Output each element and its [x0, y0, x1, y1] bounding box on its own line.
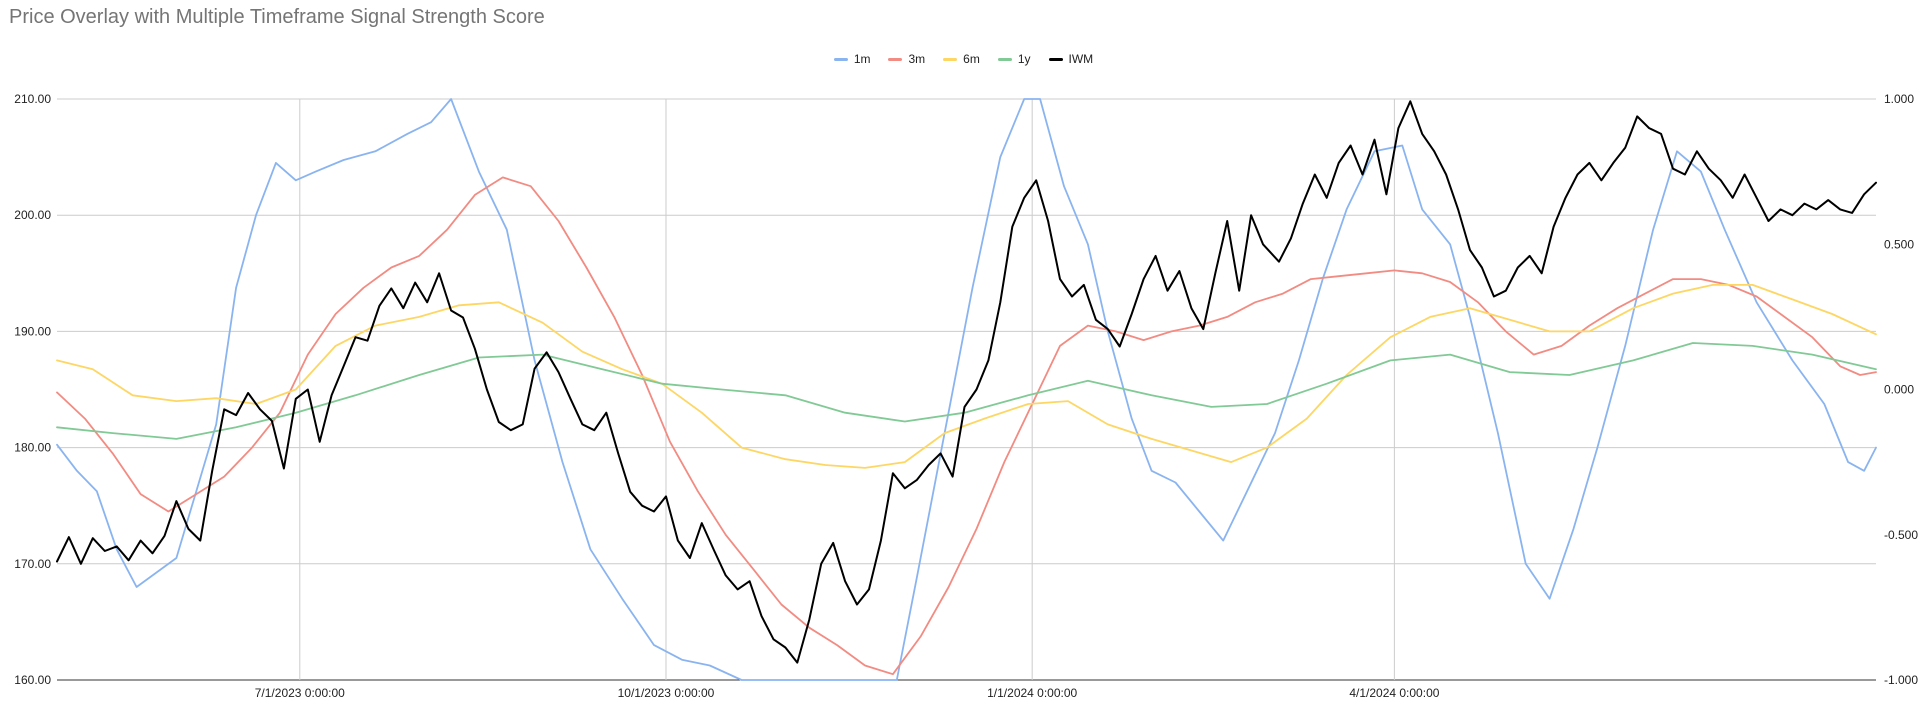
- y-right-tick-label: -1.000: [1884, 673, 1918, 687]
- legend-item-iwm[interactable]: IWM: [1048, 52, 1094, 66]
- series-line-6m: [56, 283, 1877, 469]
- legend-swatch-iwm: [1048, 57, 1063, 61]
- y-left-tick-label: 170.00: [14, 557, 51, 571]
- y-right-tick-label: -0.500: [1884, 528, 1918, 542]
- legend-label-3m: 3m: [908, 52, 926, 66]
- legend-label-6m: 6m: [963, 52, 980, 66]
- y-left-tick-label: 200.00: [14, 208, 51, 222]
- legend-swatch-1m: [833, 57, 848, 61]
- series-line-iwm: [56, 100, 1877, 664]
- series-line-1m: [56, 98, 1877, 681]
- y-left-tick-label: 210.00: [14, 92, 51, 106]
- y-left-tick-label: 190.00: [14, 324, 51, 338]
- y-left-tick-label: 160.00: [14, 673, 51, 687]
- chart-title: Price Overlay with Multiple Timeframe Si…: [9, 6, 545, 28]
- x-tick-label: 7/1/2023 0:00:00: [255, 686, 345, 700]
- y-right-tick-label: 1.000: [1884, 92, 1914, 106]
- legend-label-iwm: IWM: [1068, 52, 1094, 66]
- series-line-3m: [56, 176, 1877, 676]
- y-left-tick-label: 180.00: [14, 441, 51, 455]
- x-tick-label: 4/1/2024 0:00:00: [1349, 686, 1439, 700]
- legend-item-1m[interactable]: 1m: [833, 52, 871, 66]
- legend-swatch-3m: [888, 57, 903, 61]
- y-right-tick-label: 0.500: [1884, 237, 1914, 251]
- legend-item-1y[interactable]: 1y: [997, 52, 1031, 66]
- legend: 1m 3m 6m 1y IWM: [0, 52, 1927, 66]
- legend-item-3m[interactable]: 3m: [888, 52, 925, 66]
- x-tick-label: 1/1/2024 0:00:00: [987, 686, 1077, 700]
- legend-item-6m[interactable]: 6m: [943, 52, 980, 66]
- legend-swatch-1y: [997, 57, 1012, 61]
- legend-label-1y: 1y: [1017, 52, 1031, 66]
- x-tick-label: 10/1/2023 0:00:00: [618, 686, 715, 700]
- legend-swatch-6m: [943, 57, 958, 61]
- legend-label-1m: 1m: [853, 52, 871, 66]
- y-right-tick-label: 0.000: [1884, 383, 1914, 397]
